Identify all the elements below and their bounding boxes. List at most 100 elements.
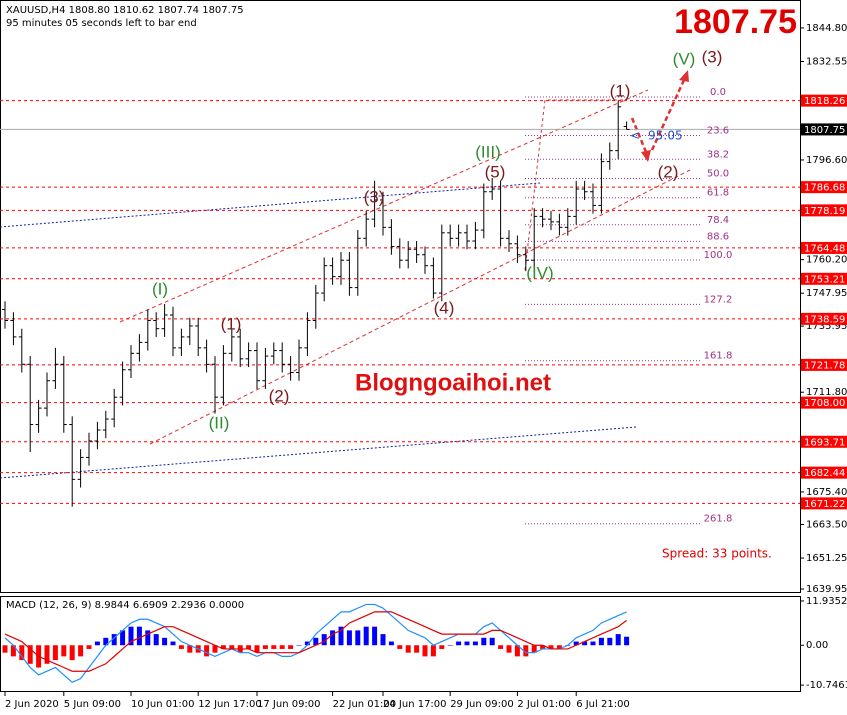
overlay [0, 70, 691, 479]
macd-bar [523, 645, 529, 657]
timer-arrow: < [630, 129, 640, 143]
fib-label: 261.8 [704, 514, 733, 525]
x-tick-label: 17 Jun 09:00 [257, 699, 321, 710]
level-box [801, 312, 847, 325]
macd-bar [464, 641, 470, 646]
level-label: 1786.68 [804, 183, 845, 194]
macd-bar [61, 645, 67, 657]
level-box [801, 396, 847, 409]
fib-label: 78.4 [707, 215, 729, 226]
macd-bar [548, 645, 554, 649]
macd-bar [296, 645, 302, 646]
current-price-label: 1807.75 [804, 125, 845, 136]
spread: Spread: 33 points. [662, 547, 772, 561]
channel-line [119, 89, 649, 323]
level-label: 1778.19 [804, 206, 845, 217]
wave-label: (3) [364, 187, 385, 206]
macd-bar [136, 626, 142, 646]
macd-bar [607, 637, 613, 646]
x-tick-label: 22 Jun 01:00 [333, 699, 397, 710]
level-box [801, 497, 847, 510]
y-tick-label: 1639.95 [806, 584, 847, 595]
y-tick-label: 1651.25 [806, 553, 847, 564]
y-tick-label: 1675.40 [806, 487, 847, 498]
wave-label: (V) [673, 49, 696, 68]
level-box [801, 272, 847, 285]
level-box [801, 466, 847, 479]
macd-bar [363, 626, 369, 646]
macd-bar [153, 634, 159, 646]
level-box [801, 358, 847, 371]
macd-bar [313, 637, 319, 646]
macd-bar [489, 637, 495, 646]
y-tick-label: 1663.50 [806, 520, 847, 531]
level-label: 1682.44 [804, 468, 845, 479]
wave-label: (3) [702, 47, 723, 66]
macd-bar [229, 645, 235, 649]
level-label: 1738.59 [804, 314, 845, 325]
level-box [801, 435, 847, 448]
macd-tick-label: -10.7461 [806, 680, 847, 691]
fib-label: 50.0 [707, 169, 729, 180]
macd-bar [498, 645, 504, 649]
macd-bar [472, 641, 478, 646]
macd-bar [78, 645, 84, 657]
macd-bar [624, 636, 630, 646]
fib-label: 0.0 [710, 87, 726, 98]
macd-bar [346, 630, 352, 646]
y-tick-label: 1796.60 [806, 155, 847, 166]
macd-bar [279, 645, 285, 649]
macd-bar [582, 641, 588, 646]
macd-bar [615, 634, 621, 646]
arrow [650, 79, 686, 151]
x-tick-label: 5 Jun 09:00 [64, 699, 121, 710]
macd-bar [304, 641, 310, 646]
macd-bar [397, 645, 403, 649]
macd-bar [220, 645, 226, 649]
fib-anchor [524, 99, 625, 271]
level-label: 1708.00 [804, 398, 845, 409]
macd-bar [556, 645, 562, 649]
macd-bar [187, 645, 193, 653]
macd-bar [598, 637, 604, 646]
level-box [801, 241, 847, 254]
macd-bar [414, 645, 420, 653]
macd-bar [128, 626, 134, 646]
macd-bar [27, 645, 33, 664]
macd-bar [456, 641, 462, 646]
macd-tick-label: 0.00 [806, 640, 828, 651]
wave-label: (III) [475, 142, 501, 161]
macd-bar [145, 630, 151, 646]
macd-bar [573, 641, 579, 646]
macd-bar [86, 645, 92, 649]
macd-bar [330, 630, 336, 646]
wave-label: (II) [209, 413, 230, 432]
y-tick-label: 1832.55 [806, 56, 847, 67]
macd-bar [388, 641, 394, 646]
macd-bar [590, 641, 596, 646]
watermark: Blogngoaihoi.net [355, 369, 551, 396]
macd-bar [170, 641, 176, 646]
macd-bar [2, 645, 8, 653]
level-label: 1818.26 [804, 96, 845, 107]
macd-bar [422, 645, 428, 657]
macd-bar [10, 645, 16, 657]
fib-label: 38.2 [707, 149, 729, 160]
fib-label: 127.2 [704, 294, 733, 305]
macd-bar [447, 645, 453, 646]
x-tick-label: 2 Jul 01:00 [517, 699, 571, 710]
y-tick-label: 1844.80 [806, 23, 847, 34]
channel-line [149, 169, 691, 445]
fib-label: 88.6 [707, 231, 729, 242]
level-label: 1721.78 [804, 360, 845, 371]
macd-bar [288, 645, 294, 649]
wave-label: (IV) [526, 263, 553, 282]
wave-label: (5) [485, 162, 506, 181]
macd-bar [380, 634, 386, 646]
macd-bar [162, 637, 168, 646]
timer: 95:05 [648, 129, 683, 143]
x-tick-label: 10 Jun 01:00 [131, 699, 195, 710]
header: XAUUSD,H4 1808.80 1810.62 1807.74 1807.7… [6, 5, 244, 16]
macd-bar [321, 634, 327, 646]
level-box [801, 94, 847, 107]
